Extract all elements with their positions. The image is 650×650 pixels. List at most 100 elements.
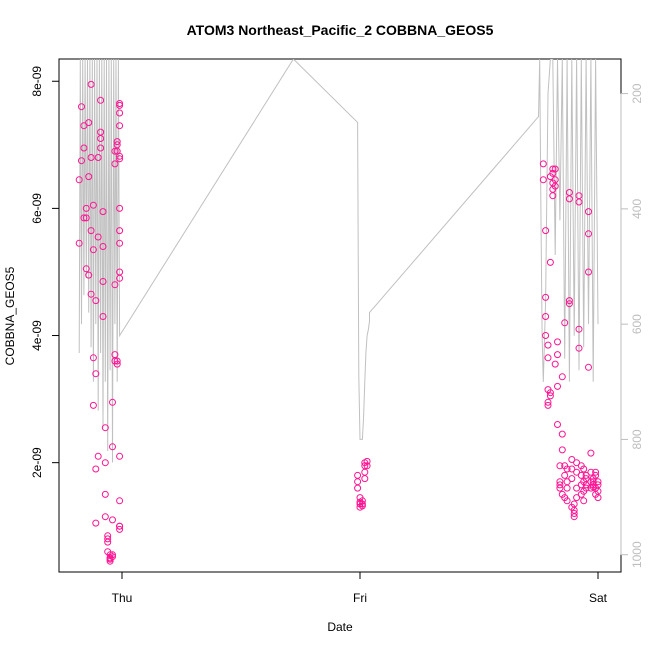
data-point [361, 468, 369, 476]
data-point [113, 357, 121, 365]
right-tick-label: 1000 [630, 541, 644, 568]
data-point [78, 103, 85, 111]
data-point [570, 510, 578, 517]
data-point [544, 354, 552, 362]
data-point [563, 484, 571, 492]
data-point [546, 389, 554, 397]
data-point [92, 519, 100, 527]
data-point [116, 122, 124, 130]
data-point [101, 490, 109, 498]
data-point [113, 138, 121, 146]
data-point [104, 538, 112, 546]
data-point [97, 128, 105, 136]
data-point [116, 452, 124, 460]
data-point [568, 456, 576, 463]
x-tick-label: Sat [589, 591, 608, 605]
data-point [92, 465, 100, 473]
data-point [109, 398, 116, 406]
y-axis-label: COBBNA_GEOS5 [3, 266, 17, 365]
data-point [87, 80, 95, 88]
data-point [575, 192, 583, 200]
data-point [554, 382, 561, 390]
data-point [104, 535, 112, 543]
data-point [109, 551, 116, 559]
data-point [546, 258, 554, 266]
data-point [116, 109, 124, 117]
data-point [87, 290, 95, 298]
data-point [116, 268, 124, 276]
data-point [116, 522, 124, 530]
right-tick-label: 400 [630, 199, 644, 219]
data-point [558, 373, 566, 381]
data-point [580, 497, 588, 505]
right-axis: 200 400 600 800 1000 [620, 83, 644, 568]
data-point [551, 165, 559, 173]
data-point [594, 478, 602, 486]
data-point [358, 500, 366, 508]
y-tick-label: 2e-09 [30, 447, 44, 478]
data-point [577, 471, 585, 479]
data-point [575, 325, 583, 333]
points-layer [75, 80, 602, 565]
data-point [563, 497, 571, 505]
data-point [573, 484, 581, 492]
data-point [101, 459, 109, 467]
x-axis: Thu Fri Sat [112, 571, 608, 605]
data-point [565, 300, 573, 308]
data-point [87, 154, 95, 161]
data-point [556, 484, 564, 492]
data-point [570, 500, 578, 508]
chart-title: ATOM3 Northeast_Pacific_2 COBBNA_GEOS5 [187, 22, 494, 38]
data-point [575, 198, 583, 206]
data-point [546, 392, 554, 400]
data-point [75, 239, 83, 247]
data-point [542, 332, 550, 339]
data-point [116, 152, 124, 160]
data-point [551, 176, 559, 184]
y-tick-label: 8e-09 [30, 66, 44, 97]
profile-layer [78, 59, 599, 463]
data-point [358, 502, 366, 510]
data-point [554, 421, 561, 428]
data-point [101, 424, 109, 432]
data-point [544, 398, 552, 406]
data-point [544, 401, 552, 409]
data-point [561, 471, 569, 479]
data-point [111, 160, 119, 168]
plot-area-border [58, 58, 622, 573]
data-point [97, 144, 105, 152]
data-point [544, 341, 552, 349]
data-point [94, 452, 102, 460]
data-point [89, 401, 97, 409]
data-point [116, 101, 124, 109]
data-point [92, 297, 100, 305]
data-point [85, 271, 93, 279]
data-point [582, 481, 590, 489]
data-point [80, 214, 88, 222]
right-tick-label: 200 [630, 83, 644, 103]
data-point [549, 192, 557, 200]
data-point [539, 176, 547, 184]
data-point [587, 449, 595, 457]
x-tick-label: Thu [112, 591, 133, 605]
data-point [585, 230, 592, 238]
data-point [99, 243, 107, 250]
data-point [89, 246, 97, 254]
data-point [551, 360, 559, 368]
data-point [363, 462, 371, 470]
data-point [585, 208, 592, 216]
data-point [116, 155, 124, 163]
data-point [111, 281, 119, 289]
data-point [363, 457, 371, 465]
data-point [554, 351, 561, 359]
data-point [109, 516, 116, 524]
data-point [111, 147, 119, 155]
data-point [354, 478, 362, 486]
data-point [565, 297, 573, 305]
data-point [80, 144, 88, 152]
data-point [594, 487, 602, 495]
y-axis: 2e-09 4e-09 6e-09 8e-09 [30, 66, 60, 478]
data-point [592, 471, 600, 479]
data-point [542, 313, 550, 320]
data-point [556, 481, 564, 489]
